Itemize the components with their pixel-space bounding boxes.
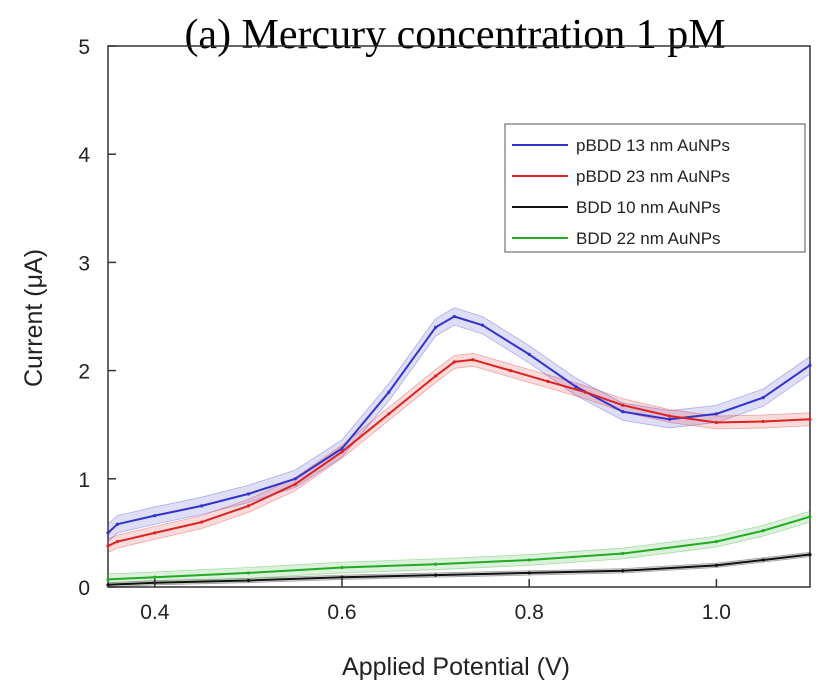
x-axis-ticks: 0.4 0.6 0.8 1.0: [140, 579, 731, 624]
series-3-point: [106, 577, 110, 582]
series-0-point: [434, 325, 438, 329]
x-tick-label: 0.8: [515, 601, 544, 624]
series-2-point: [761, 558, 765, 562]
series-3-point: [714, 539, 719, 544]
series-1-point: [340, 450, 344, 454]
series-3-error-band: [107, 510, 811, 586]
chart-title: (a) Mercury concentration 1 pM: [184, 12, 725, 58]
series-0-point: [714, 412, 719, 416]
x-tick-label: 1.0: [702, 601, 731, 624]
y-tick-label: 1: [78, 469, 90, 492]
series-0-point: [340, 446, 344, 451]
series-0-point: [761, 396, 765, 400]
y-tick-label: 4: [78, 144, 90, 167]
series-1-point: [387, 412, 391, 416]
series-2-point: [714, 563, 719, 567]
series-1-point: [583, 390, 587, 394]
series-1-point: [153, 531, 157, 535]
series-0-point: [153, 513, 157, 518]
series-2-point: [621, 569, 625, 573]
series-0-point: [106, 531, 110, 535]
series-3-point: [808, 515, 812, 519]
series-0-point: [668, 417, 672, 421]
series-3-point: [340, 565, 344, 570]
series-2-point: [340, 575, 344, 579]
y-axis-ticks: 0 1 2 3 4 5: [78, 36, 116, 600]
series-1-point: [106, 544, 110, 548]
series-0-point: [452, 314, 456, 319]
series-1-point: [668, 414, 672, 418]
series-1-point: [115, 539, 119, 544]
series-1-point: [246, 504, 250, 508]
series-0-point: [574, 385, 578, 389]
series-1-point: [471, 358, 475, 362]
series-1-point: [200, 520, 204, 524]
plot-area: 0.4 0.6 0.8 1.0 0 1 2 3 4 5: [78, 36, 812, 624]
series-0-point: [621, 410, 625, 414]
series-0-point: [808, 363, 812, 367]
series-0-point: [115, 522, 119, 526]
series-1-point: [808, 417, 812, 421]
legend-label-2: BDD 10 nm AuNPs: [576, 198, 721, 217]
series-1-point: [293, 482, 297, 486]
series-0-line: [107, 315, 811, 534]
series-1-point: [434, 374, 438, 378]
series-0-point: [527, 352, 531, 356]
series-3-line: [107, 515, 811, 581]
series-1-point: [621, 403, 625, 407]
y-axis-label: Current (μA): [20, 249, 48, 387]
series-3-point: [621, 551, 625, 556]
error-bands: [107, 307, 811, 588]
series-2-point: [106, 583, 110, 587]
series-2-point: [434, 573, 438, 577]
plot-frame: [107, 45, 811, 588]
y-tick-label: 3: [78, 252, 90, 275]
series-0-point: [200, 504, 204, 508]
series-1-point: [508, 369, 513, 373]
series-3-point: [527, 558, 531, 562]
series-2-point: [527, 571, 531, 575]
y-tick-label: 5: [78, 36, 90, 59]
legend-label-3: BDD 22 nm AuNPs: [576, 229, 721, 248]
series-2-point: [246, 578, 250, 583]
series-0-point: [246, 492, 250, 496]
x-tick-label: 0.6: [327, 601, 356, 624]
series-3-point: [761, 529, 765, 533]
series-3-point: [246, 571, 250, 575]
series-1-error-band: [107, 352, 811, 554]
y-tick-label: 0: [78, 577, 90, 600]
legend-label-1: pBDD 23 nm AuNPs: [576, 167, 730, 186]
series-1-point: [761, 419, 765, 424]
series-lines: [106, 314, 812, 587]
y-tick-label: 2: [78, 361, 90, 384]
series-3-point: [434, 562, 438, 566]
x-tick-label: 0.4: [140, 601, 170, 624]
legend-label-0: pBDD 13 nm AuNPs: [576, 136, 730, 155]
series-3-point: [153, 575, 157, 579]
x-axis-label: Applied Potential (V): [342, 653, 570, 681]
series-0-point: [387, 390, 391, 394]
series-1-point: [714, 420, 719, 425]
series-2-point: [808, 552, 812, 557]
series-0-point: [480, 323, 484, 327]
series-0-point: [293, 477, 297, 481]
series-1-line: [107, 358, 811, 547]
legend: pBDD 13 nm AuNPs pBDD 23 nm AuNPs BDD 10 n…: [504, 123, 806, 253]
series-1-point: [546, 379, 550, 384]
series-1-point: [452, 360, 456, 364]
series-2-line: [107, 553, 811, 586]
